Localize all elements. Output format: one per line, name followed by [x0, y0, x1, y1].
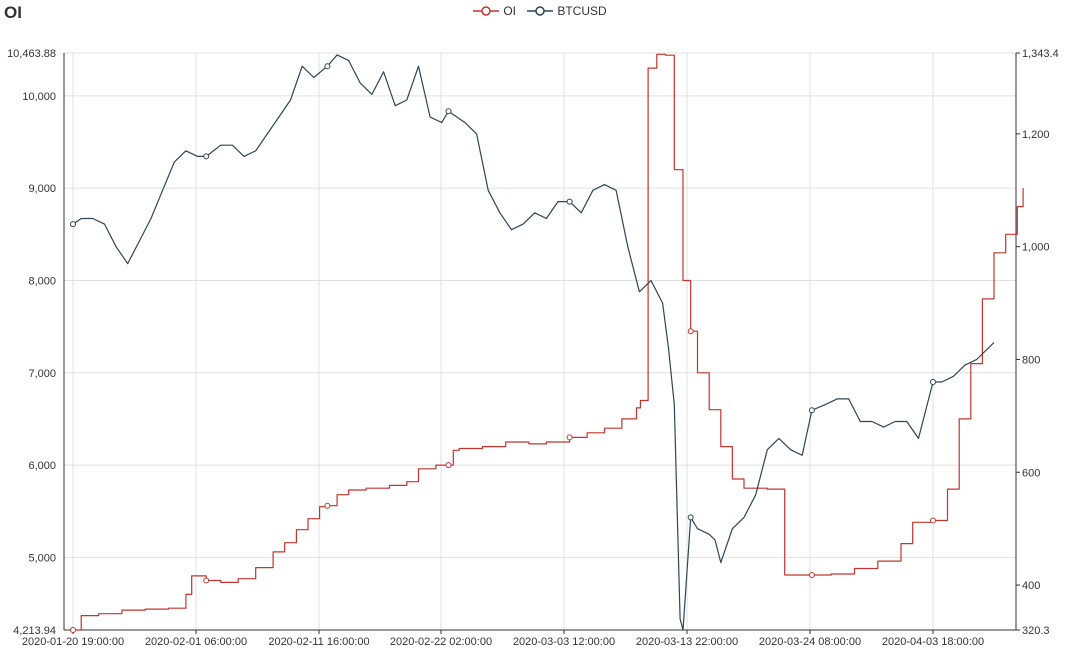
- y-left-tick-label: 4,213.94: [13, 625, 56, 637]
- y-right-tick-label: 1,200: [1022, 129, 1050, 141]
- y-left-tick-label: 9,000: [28, 183, 56, 195]
- x-tick-label: 2020-02-01 06:00:00: [145, 636, 247, 648]
- y-right-tick-label: 600: [1022, 467, 1040, 479]
- legend-label-btcusd: BTCUSD: [557, 4, 607, 18]
- data-point-btcusd: [324, 63, 331, 70]
- x-tick-label: 2020-03-13 22:00:00: [636, 636, 738, 648]
- data-point-oi: [808, 572, 815, 578]
- x-tick-label: 2020-02-11 16:00:00: [268, 636, 369, 648]
- x-tick-label: 2020-03-03 12:00:00: [513, 636, 615, 648]
- y-left-tick-label: 5,000: [28, 552, 56, 564]
- legend-label-oi: OI: [503, 4, 516, 18]
- axes: [63, 52, 1020, 634]
- y-right-tick-label: 320.3: [1022, 625, 1050, 637]
- series-line-oi: [73, 53, 1024, 631]
- y-left-tick-label: 10,463.88: [7, 48, 56, 60]
- data-point-oi: [70, 627, 76, 633]
- chart-title: OI: [4, 3, 22, 22]
- y-left-tick-label: 8,000: [28, 275, 56, 287]
- y-right-tick-label: 800: [1022, 354, 1040, 366]
- data-point-oi: [930, 517, 936, 524]
- y-left-tick-label: 7,000: [28, 368, 56, 380]
- data-point-btcusd: [808, 407, 815, 414]
- data-point-oi: [445, 462, 452, 469]
- x-tick-label: 2020-03-24 08:00:00: [759, 636, 861, 648]
- legend-item-oi[interactable]: OI: [473, 4, 516, 18]
- data-point-oi: [566, 434, 573, 441]
- x-tick-label: 2020-01-20 19:00:00: [22, 636, 124, 648]
- series-layer: [70, 53, 1024, 633]
- grid: [64, 52, 1016, 631]
- y-left-tick-label: 10,000: [22, 91, 56, 103]
- y-right-tick-label: 1,343.4: [1022, 48, 1059, 60]
- data-point-oi: [687, 328, 694, 335]
- legend-swatch-btcusd-icon: [527, 6, 554, 16]
- tick-labels: 4,213.94 5,000 6,000 7,000 8,000 9,000 10,000 1…: [7, 48, 1059, 648]
- legend-item-btcusd[interactable]: BTCUSD: [527, 4, 607, 18]
- data-point-btcusd: [70, 221, 76, 228]
- legend: OI BTCUSD: [0, 4, 1080, 20]
- data-point-btcusd: [930, 379, 936, 385]
- data-point-btcusd: [566, 198, 573, 205]
- data-point-oi: [203, 577, 210, 584]
- data-point-btcusd: [687, 514, 694, 521]
- y-right-tick-label: 400: [1022, 580, 1040, 592]
- y-left-tick-label: 6,000: [28, 460, 56, 472]
- y-right-tick-label: 1,000: [1022, 242, 1050, 254]
- data-point-btcusd: [445, 108, 452, 115]
- data-point-btcusd: [203, 153, 210, 160]
- x-tick-label: 2020-02-22 02:00:00: [390, 636, 492, 648]
- series-line-btcusd: [72, 54, 995, 631]
- data-point-oi: [324, 502, 331, 509]
- x-tick-label: 2020-04-03 18:00:00: [882, 636, 984, 648]
- legend-swatch-oi-icon: [473, 6, 500, 16]
